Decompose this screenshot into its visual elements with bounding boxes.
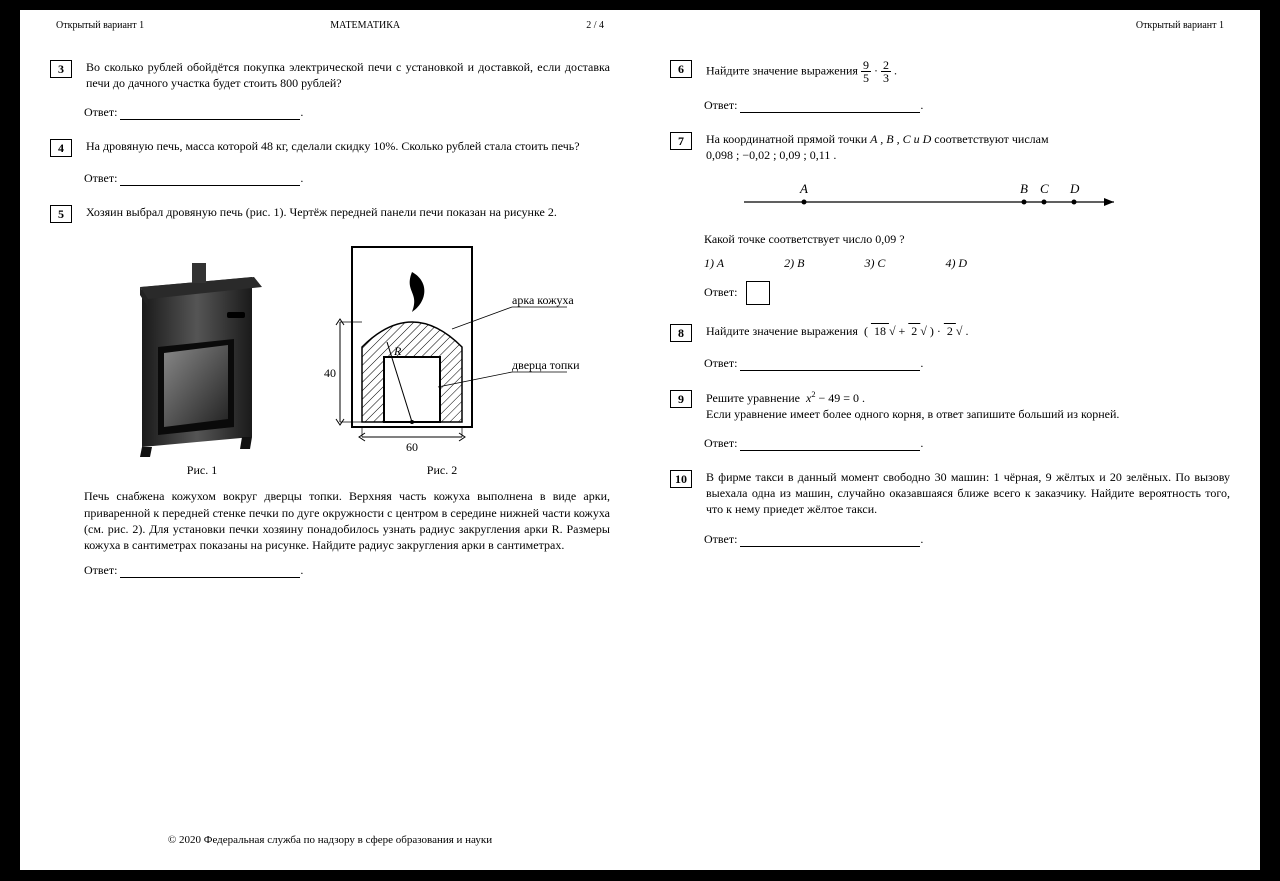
header-variant: Открытый вариант 1 xyxy=(56,20,144,31)
answer-box[interactable] xyxy=(746,281,770,305)
answer-7: Ответ: xyxy=(704,281,1230,305)
callout-arka: арка кожуха xyxy=(512,293,574,308)
opt-2: 2) B xyxy=(784,256,804,271)
answer-8: Ответ: . xyxy=(704,356,1230,371)
page-header-left: Открытый вариант 1 МАТЕМАТИКА 2 / 4 xyxy=(50,20,610,31)
t8-expr: ( 18 √ + 2 √ ) · 2 √ . xyxy=(861,324,969,338)
radius-label: R xyxy=(393,344,402,358)
answer-label: Ответ: xyxy=(704,284,737,298)
svg-text:B: B xyxy=(1020,181,1028,196)
task-5: 5 Хозяин выбрал дровяную печь (рис. 1). … xyxy=(84,204,610,223)
answer-blank[interactable] xyxy=(740,534,920,547)
task-number: 9 xyxy=(670,390,692,408)
answer-5: Ответ: . xyxy=(84,563,610,578)
figure-2: R 40 60 xyxy=(312,237,572,478)
task-number: 3 xyxy=(50,60,72,78)
answer-label: Ответ: xyxy=(704,356,737,370)
task-text: На дровяную печь, масса которой 48 кг, с… xyxy=(86,138,580,154)
header-subject: МАТЕМАТИКА xyxy=(330,20,400,31)
task-6: 6 Найдите значение выражения 95 · 23 . xyxy=(704,59,1230,84)
t9-line2: Если уравнение имеет более одного корня,… xyxy=(706,407,1119,421)
svg-text:D: D xyxy=(1069,181,1080,196)
answer-blank[interactable] xyxy=(740,358,920,371)
answer-blank[interactable] xyxy=(120,173,300,186)
task-text: В фирме такси в данный момент свободно 3… xyxy=(706,469,1230,518)
task-number: 8 xyxy=(670,324,692,342)
t6-pre: Найдите значение выражения xyxy=(706,63,858,77)
answer-blank[interactable] xyxy=(740,100,920,113)
figures-row: Рис. 1 xyxy=(84,237,610,478)
answer-label: Ответ: xyxy=(704,98,737,112)
points-list: A , B , C и D xyxy=(870,132,931,146)
task-4: 4 На дровяную печь, масса которой 48 кг,… xyxy=(84,138,610,157)
left-column: Открытый вариант 1 МАТЕМАТИКА 2 / 4 3 Во… xyxy=(50,20,610,860)
svg-text:C: C xyxy=(1040,181,1049,196)
answer-label: Ответ: xyxy=(84,171,117,185)
exam-sheet: Открытый вариант 1 МАТЕМАТИКА 2 / 4 3 Во… xyxy=(20,10,1260,870)
footer: © 2020 Федеральная служба по надзору в с… xyxy=(50,834,610,846)
answer-label: Ответ: xyxy=(84,563,117,577)
task-7: 7 На координатной прямой точки A , B , C… xyxy=(704,131,1230,163)
page-header-right: Открытый вариант 1 xyxy=(670,20,1230,31)
task-3: 3 Во сколько рублей обойдётся покупка эл… xyxy=(84,59,610,91)
task-5-paragraph: Печь снабжена кожухом вокруг дверцы топк… xyxy=(84,488,610,553)
fraction-1: 95 xyxy=(861,59,871,84)
figure-1: Рис. 1 xyxy=(122,257,282,478)
answer-6: Ответ: . xyxy=(704,98,1230,113)
t9-eq: Решите уравнение x2 − 49 = 0 . xyxy=(706,391,865,405)
opt-4: 4) D xyxy=(945,256,967,271)
opt-1: 1) A xyxy=(704,256,724,271)
opt-3: 3) C xyxy=(864,256,885,271)
answer-label: Ответ: xyxy=(84,105,117,119)
task-text: Найдите значение выражения ( 18 √ + 2 √ … xyxy=(706,323,968,339)
task-8: 8 Найдите значение выражения ( 18 √ + 2 … xyxy=(704,323,1230,342)
header-variant: Открытый вариант 1 xyxy=(1136,20,1224,31)
number-line: A B C D xyxy=(744,177,1230,217)
fraction-2: 23 xyxy=(881,59,891,84)
answer-label: Ответ: xyxy=(704,436,737,450)
t7-options: 1) A 2) B 3) C 4) D xyxy=(704,256,1230,271)
callout-door: дверца топки xyxy=(512,358,580,373)
task-number: 10 xyxy=(670,470,692,488)
task-number: 6 xyxy=(670,60,692,78)
task-text: На координатной прямой точки A , B , C и… xyxy=(706,131,1049,163)
task-number: 5 xyxy=(50,205,72,223)
svg-text:40: 40 xyxy=(324,366,336,380)
answer-blank[interactable] xyxy=(740,438,920,451)
right-column: Открытый вариант 1 6 Найдите значение вы… xyxy=(670,20,1230,860)
svg-text:A: A xyxy=(799,181,808,196)
answer-4: Ответ: . xyxy=(84,171,610,186)
task-number: 7 xyxy=(670,132,692,150)
answer-10: Ответ: . xyxy=(704,532,1230,547)
task-9: 9 Решите уравнение x2 − 49 = 0 . Если ур… xyxy=(704,389,1230,422)
task-intro: Хозяин выбрал дровяную печь (рис. 1). Че… xyxy=(86,204,557,220)
answer-label: Ответ: xyxy=(704,532,737,546)
task-number: 4 xyxy=(50,139,72,157)
task-text: Решите уравнение x2 − 49 = 0 . Если урав… xyxy=(706,389,1119,422)
answer-3: Ответ: . xyxy=(84,105,610,120)
task-text: Во сколько рублей обойдётся покупка элек… xyxy=(86,59,610,91)
figure-1-caption: Рис. 1 xyxy=(122,463,282,478)
figure-2-caption: Рис. 2 xyxy=(312,463,572,478)
answer-blank[interactable] xyxy=(120,107,300,120)
t7-question: Какой точке соответствует число 0,09 ? xyxy=(704,231,1230,247)
task-text: Найдите значение выражения 95 · 23 . xyxy=(706,59,897,84)
svg-text:60: 60 xyxy=(406,440,418,454)
header-page: 2 / 4 xyxy=(586,20,604,31)
answer-blank[interactable] xyxy=(120,565,300,578)
task-10: 10 В фирме такси в данный момент свободн… xyxy=(704,469,1230,518)
numbers-list: 0,098 ; −0,02 ; 0,09 ; 0,11 . xyxy=(706,148,836,162)
answer-9: Ответ: . xyxy=(704,436,1230,451)
